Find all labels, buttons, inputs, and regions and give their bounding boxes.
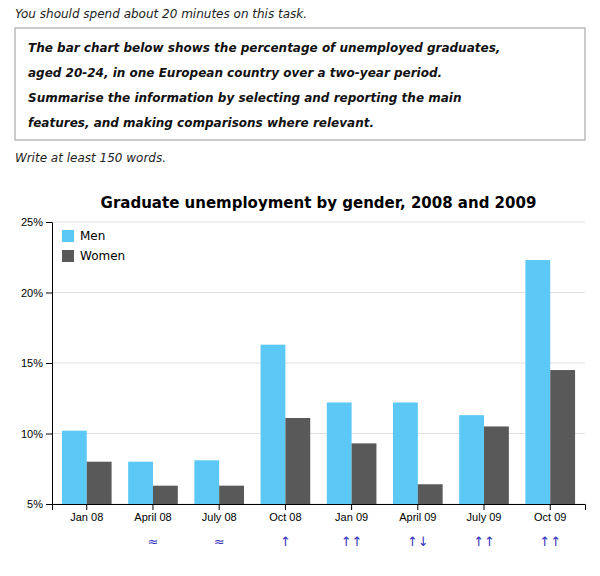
y-tick-mark <box>46 293 52 294</box>
x-tick-label: July 09 <box>467 511 502 523</box>
y-tick-label: 20% <box>21 287 43 299</box>
instruction-line: The bar chart below shows the percentage… <box>28 41 500 55</box>
x-tick-label: April 08 <box>134 511 171 523</box>
header-text: You should spend about 20 minutes on thi… <box>15 7 307 21</box>
bar <box>327 402 352 504</box>
y-tick-label: 10% <box>21 428 43 440</box>
annotation: ≈ <box>214 534 225 549</box>
bar-series <box>87 370 575 504</box>
x-tick-mark <box>285 504 286 510</box>
bar <box>484 426 509 504</box>
legend-item: Women <box>62 249 125 263</box>
y-tick: 15% <box>21 357 52 369</box>
bar <box>261 345 286 504</box>
x-axis: Jan 08 April 08 July 08 Oct 08 Jan 09 April 0… <box>53 504 586 523</box>
bar <box>418 484 443 504</box>
legend-label: Women <box>80 249 125 263</box>
grid-line <box>52 292 585 293</box>
instruction-line: features, and making comparisons where r… <box>28 116 374 130</box>
annotation: ↑ <box>280 534 291 549</box>
bar-series <box>62 260 550 504</box>
grid <box>52 222 585 504</box>
y-tick: 10% <box>21 428 52 440</box>
x-tick-mark <box>219 504 220 510</box>
y-tick-mark <box>46 504 52 505</box>
legend: Men Women <box>62 229 125 263</box>
y-tick: 25% <box>21 216 52 228</box>
x-tick-label: Jan 09 <box>335 511 368 523</box>
chart-title: Graduate unemployment by gender, 2008 an… <box>101 194 537 212</box>
annotation: ↑↑ <box>539 534 561 549</box>
x-tick-label: July 08 <box>202 511 237 523</box>
x-tick-label: Jan 08 <box>70 511 103 523</box>
annotation: ↑↑ <box>341 534 363 549</box>
legend-label: Men <box>80 229 105 243</box>
y-axis-line <box>46 223 53 505</box>
y-axis: 5% 10% 15% 20% 25% <box>21 216 53 510</box>
annotation: ↑↓ <box>407 534 429 549</box>
x-tick-label: April 09 <box>399 511 436 523</box>
x-tick-mark <box>351 504 352 510</box>
bar <box>352 443 377 504</box>
x-tick-mark <box>86 504 87 510</box>
bar <box>194 460 219 504</box>
x-tick: April 09 <box>399 504 436 523</box>
bar <box>62 431 87 504</box>
y-tick-mark <box>46 363 52 364</box>
bar <box>128 462 153 504</box>
x-axis-line <box>53 505 586 511</box>
chart-page: You should spend about 20 minutes on thi… <box>0 0 600 576</box>
legend-swatch <box>62 250 74 262</box>
x-tick-mark <box>484 504 485 510</box>
bar <box>285 418 310 504</box>
annotation: ↑↑ <box>473 534 495 549</box>
y-tick: 5% <box>27 498 52 510</box>
x-tick-mark <box>550 504 551 510</box>
bar <box>153 486 178 504</box>
x-tick: Jan 08 <box>70 504 103 523</box>
bars <box>62 260 575 504</box>
plot-area: 5% 10% 15% 20% 25% Jan 08 April 08 July 08 Oct 0… <box>21 216 586 549</box>
bar <box>393 402 418 504</box>
x-tick: Jan 09 <box>335 504 368 523</box>
grid-line <box>52 363 585 364</box>
y-tick-mark <box>46 222 52 223</box>
annotation: ≈ <box>148 534 159 549</box>
x-tick: Oct 08 <box>269 504 301 523</box>
grid-line <box>52 222 585 223</box>
x-tick: April 08 <box>134 504 171 523</box>
x-tick: Oct 09 <box>534 504 566 523</box>
instruction-line: Summarise the information by selecting a… <box>28 91 461 105</box>
y-tick: 20% <box>21 287 52 299</box>
instruction-line: aged 20-24, in one European country over… <box>28 66 442 80</box>
legend-swatch <box>62 230 74 242</box>
y-tick-label: 15% <box>21 357 43 369</box>
annotations: ≈≈↑↑↑↑↓↑↑↑↑ <box>148 534 562 549</box>
bar <box>550 370 575 504</box>
x-tick-mark <box>152 504 153 510</box>
x-tick-label: Oct 08 <box>269 511 301 523</box>
x-tick: July 09 <box>467 504 502 523</box>
instruction-box <box>15 28 585 140</box>
x-tick-mark <box>417 504 418 510</box>
bar <box>219 486 244 504</box>
y-tick-label: 25% <box>21 216 43 228</box>
bar <box>459 415 484 504</box>
y-tick-mark <box>46 434 52 435</box>
bar <box>525 260 550 504</box>
footer-text: Write at least 150 words. <box>15 151 166 165</box>
x-tick: July 08 <box>202 504 237 523</box>
y-tick-label: 5% <box>27 498 43 510</box>
x-tick-label: Oct 09 <box>534 511 566 523</box>
legend-item: Men <box>62 229 105 243</box>
bar <box>87 462 112 504</box>
